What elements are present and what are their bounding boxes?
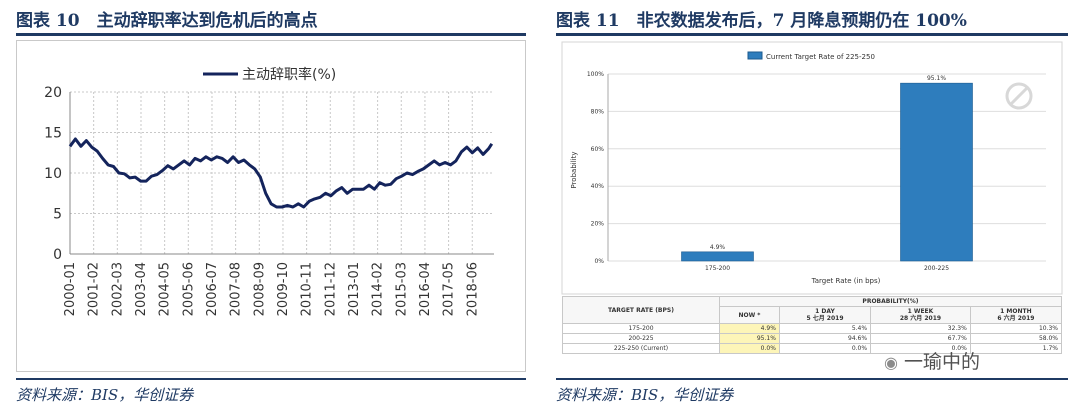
x-tick-label: 2003-04: [134, 262, 149, 316]
table-cell: 5.4%: [778, 323, 872, 334]
table-cell: 0.0%: [778, 343, 872, 354]
bar-y-tick-label: 80%: [591, 108, 605, 115]
table-row: 225-250 (Current) 0.0% 0.0% 0.0% 1.7%: [562, 343, 1063, 354]
x-tick-label: 2006-07: [205, 262, 220, 316]
x-tick-label: 2018-06: [465, 262, 480, 316]
bar-y-tick-label: 60%: [591, 146, 605, 153]
x-tick-label: 2017-05: [442, 262, 457, 316]
table-header-col: 1 DAY 5 七月 2019: [778, 306, 872, 324]
wechat-icon: ◉: [884, 353, 898, 372]
table-cell: 1.7%: [969, 343, 1063, 354]
y-tick-label: 20: [44, 85, 62, 101]
left-axes: [69, 92, 494, 255]
table-header-col: 1 MONTH 6 六月 2019: [969, 306, 1063, 324]
x-tick-label: 2013-01: [347, 262, 362, 316]
x-tick-label: 2005-06: [181, 262, 196, 316]
series-line-quit-rate: [68, 137, 494, 209]
table-cell: 4.9%: [719, 323, 780, 334]
bar: [900, 82, 973, 262]
x-tick-label: 2008-09: [252, 262, 267, 316]
table-header-col: NOW *: [719, 306, 780, 324]
right-bottom-rule: [556, 378, 1068, 380]
table-cell: 0.0%: [719, 343, 780, 354]
x-tick-label: 2000-01: [63, 262, 78, 316]
left-bottom-rule: [16, 378, 526, 380]
table-cell: 94.6%: [778, 333, 872, 344]
bar-y-axis-label: Probability: [570, 151, 578, 188]
bar-x-axis-label: Target Rate (in bps): [811, 277, 881, 285]
table-cell: 67.7%: [870, 333, 971, 344]
y-tick-label: 15: [44, 126, 62, 142]
right-source-note: 资料来源：BIS，华创证券: [556, 386, 734, 404]
bar-value-label: 4.9%: [710, 244, 726, 251]
bar-value-label: 95.1%: [927, 75, 946, 82]
right-title-rule: [556, 33, 1068, 36]
bars: 4.9% 95.1%: [681, 75, 973, 262]
table-header-target: TARGET RATE (BPS): [562, 296, 720, 324]
chart-logo-mark: [1005, 82, 1033, 110]
x-tick-label: 2014-02: [371, 262, 386, 316]
bar-y-tick-label: 40%: [591, 183, 605, 190]
right-bar-chart: Current Target Rate of 225-250 0% 20% 40% 6…: [561, 41, 1063, 295]
left-y-tick-labels: 0 5 10 15 20: [44, 85, 62, 263]
watermark-text: 一瑜中的: [904, 351, 981, 373]
logo-slash-icon: [1009, 86, 1029, 106]
bar-category-label: 175-200: [705, 265, 730, 272]
x-tick-label: 2015-03: [394, 262, 409, 316]
bar-y-tick-labels: 0% 20% 40% 60% 80% 100%: [587, 71, 604, 265]
table-header-col: 1 WEEK 28 六月 2019: [870, 306, 971, 324]
y-tick-label: 0: [53, 247, 62, 263]
left-chart-title: 图表 10 主动辞职率达到危机后的高点: [16, 11, 318, 31]
table-row-label: 175-200: [562, 323, 720, 334]
y-tick-label: 5: [53, 207, 62, 223]
probability-table: TARGET RATE (BPS) PROBABILITY(%) NOW * 1…: [562, 296, 1063, 354]
chart-frame: [16, 40, 526, 372]
table-row-label: 225-250 (Current): [562, 343, 720, 354]
table-header-row: TARGET RATE (BPS) PROBABILITY(%): [562, 296, 1062, 324]
table-cell: 32.3%: [870, 323, 971, 334]
table-row-label: 200-225: [562, 333, 720, 344]
table-subheader-row: NOW * 1 DAY 5 七月 2019 1 WEEK 28 六月 2019 …: [563, 306, 1063, 324]
bar: [681, 251, 754, 262]
bar-grid: [607, 73, 1046, 262]
table-row: 175-200 4.9% 5.4% 32.3% 10.3%: [562, 323, 1063, 334]
bar-chart-frame: [561, 41, 1063, 295]
x-tick-label: 2009-10: [276, 262, 291, 316]
x-tick-label: 2001-02: [87, 262, 102, 316]
left-source-note: 资料来源：BIS，华创证券: [16, 386, 194, 404]
table-cell: 58.0%: [969, 333, 1063, 344]
left-legend: 主动辞职率(%): [203, 66, 336, 83]
bar-y-tick-label: 100%: [587, 71, 604, 78]
bar-category-label: 200-225: [924, 265, 949, 272]
table-row: 200-225 95.1% 94.6% 67.7% 58.0%: [562, 333, 1063, 344]
x-tick-label: 2016-04: [418, 262, 433, 316]
left-x-tick-labels: 2000-01 2001-02 2002-03 2003-04 2004-05 2005-…: [63, 262, 480, 316]
y-tick-label: 10: [44, 166, 62, 182]
bar-y-tick-label: 20%: [591, 221, 605, 228]
right-chart-title: 图表 11 非农数据发布后，7 月降息预期仍在 100%: [556, 11, 967, 31]
x-tick-label: 2007-08: [229, 262, 244, 316]
x-tick-label: 2002-03: [110, 262, 125, 316]
left-title-rule: [16, 33, 526, 36]
x-tick-label: 2010-11: [300, 262, 315, 316]
table-header-group: PROBABILITY(%): [719, 296, 1062, 307]
x-tick-label: 2011-12: [323, 262, 338, 316]
bar-legend-swatch: [747, 51, 763, 60]
legend-label: 主动辞职率(%): [242, 66, 336, 83]
bar-x-tick-labels: 175-200 200-225: [705, 265, 949, 272]
bar-legend-label: Current Target Rate of 225-250: [766, 53, 875, 61]
table-cell: 95.1%: [719, 333, 780, 344]
table-cell: 10.3%: [969, 323, 1063, 334]
x-tick-label: 2004-05: [158, 262, 173, 316]
bar-legend: Current Target Rate of 225-250: [747, 51, 875, 61]
logo-ring-icon: [1005, 82, 1033, 110]
watermark: ◉ 一瑜中的: [884, 347, 980, 374]
bar-y-tick-label: 0%: [594, 258, 604, 265]
